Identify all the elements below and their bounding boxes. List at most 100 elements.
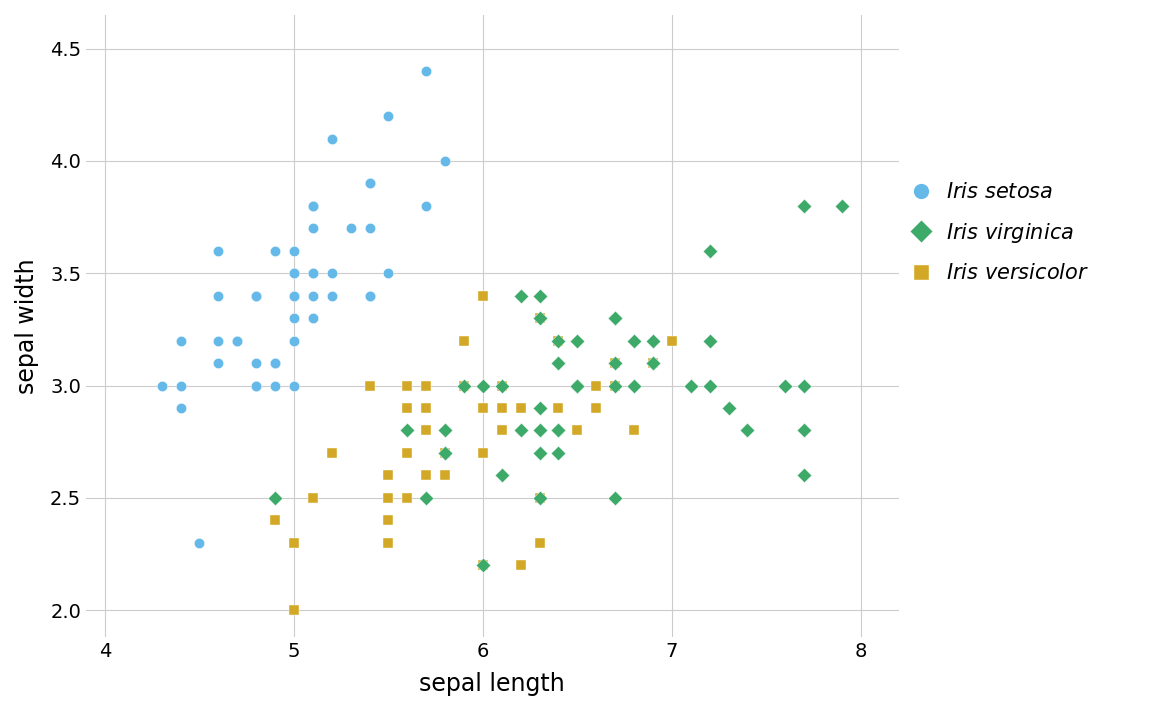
Point (379, 267, 397, 279)
Point (511, 290, 530, 301)
Point (285, 312, 303, 324)
Point (285, 267, 303, 279)
Point (417, 424, 435, 436)
Point (361, 178, 379, 189)
Point (399, 402, 417, 414)
Point (172, 335, 190, 346)
Point (435, 447, 454, 459)
Point (588, 380, 606, 391)
Point (568, 335, 586, 346)
Point (172, 380, 190, 391)
Point (247, 290, 265, 301)
Point (361, 223, 379, 234)
Point (530, 424, 548, 436)
Point (530, 447, 548, 459)
Point (285, 380, 303, 391)
Point (662, 335, 681, 346)
Point (304, 223, 323, 234)
Point (473, 380, 492, 391)
Point (738, 424, 757, 436)
Point (247, 358, 265, 369)
Point (550, 335, 568, 346)
Point (606, 358, 624, 369)
Point (361, 290, 379, 301)
Point (530, 402, 548, 414)
Point (606, 312, 624, 324)
Point (435, 447, 454, 459)
Point (304, 201, 323, 212)
Point (266, 358, 285, 369)
Point (493, 424, 511, 436)
Point (228, 335, 247, 346)
Point (266, 245, 285, 257)
Point (455, 380, 473, 391)
Point (455, 380, 473, 391)
Point (417, 470, 435, 481)
Point (550, 424, 568, 436)
Point (530, 492, 548, 503)
Point (606, 380, 624, 391)
Point (417, 424, 435, 436)
Point (417, 201, 435, 212)
Point (624, 380, 643, 391)
Point (210, 335, 228, 346)
Point (379, 492, 397, 503)
Point (530, 492, 548, 503)
Point (568, 380, 586, 391)
Point (323, 447, 341, 459)
Point (304, 201, 323, 212)
Point (606, 358, 624, 369)
Point (341, 223, 359, 234)
Point (304, 492, 323, 503)
Point (435, 155, 454, 166)
Point (795, 424, 813, 436)
Point (417, 402, 435, 414)
Point (493, 380, 511, 391)
Point (399, 380, 417, 391)
Point (455, 335, 473, 346)
Point (172, 402, 190, 414)
Point (379, 110, 397, 122)
Point (795, 470, 813, 481)
Point (417, 380, 435, 391)
Point (399, 424, 417, 436)
Point (795, 201, 813, 212)
Point (606, 492, 624, 503)
Point (493, 380, 511, 391)
Point (700, 380, 719, 391)
Point (210, 358, 228, 369)
Point (493, 402, 511, 414)
Point (530, 312, 548, 324)
Point (511, 424, 530, 436)
Point (435, 447, 454, 459)
Point (530, 312, 548, 324)
Point (361, 380, 379, 391)
Point (304, 312, 323, 324)
Point (644, 335, 662, 346)
Point (473, 560, 492, 571)
Point (568, 380, 586, 391)
Point (361, 178, 379, 189)
Point (210, 245, 228, 257)
Point (719, 402, 737, 414)
Point (266, 492, 285, 503)
Point (493, 470, 511, 481)
Point (550, 335, 568, 346)
Point (285, 290, 303, 301)
Point (285, 245, 303, 257)
Point (568, 424, 586, 436)
Point (417, 492, 435, 503)
Point (700, 335, 719, 346)
Point (266, 515, 285, 526)
Point (304, 201, 323, 212)
Point (417, 65, 435, 77)
Point (473, 402, 492, 414)
Point (379, 515, 397, 526)
Point (588, 402, 606, 414)
Point (833, 201, 851, 212)
Point (304, 267, 323, 279)
Point (606, 312, 624, 324)
X-axis label: sepal length: sepal length (419, 672, 566, 696)
Point (361, 290, 379, 301)
Point (568, 380, 586, 391)
